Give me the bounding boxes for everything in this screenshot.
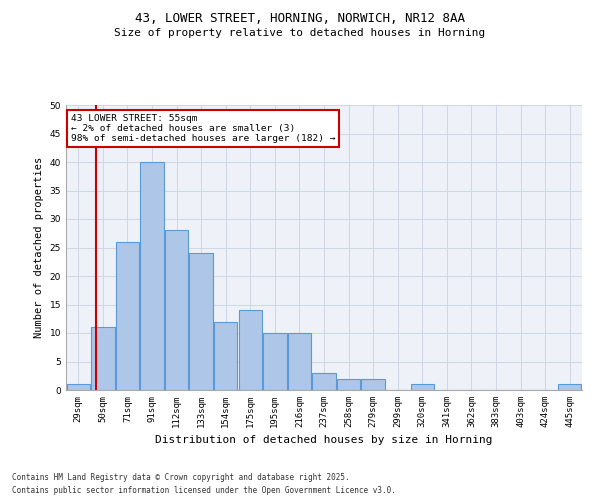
- Text: Contains HM Land Registry data © Crown copyright and database right 2025.: Contains HM Land Registry data © Crown c…: [12, 474, 350, 482]
- X-axis label: Distribution of detached houses by size in Horning: Distribution of detached houses by size …: [155, 436, 493, 446]
- Text: 43, LOWER STREET, HORNING, NORWICH, NR12 8AA: 43, LOWER STREET, HORNING, NORWICH, NR12…: [135, 12, 465, 26]
- Y-axis label: Number of detached properties: Number of detached properties: [34, 157, 44, 338]
- Bar: [67, 384, 90, 390]
- Bar: [558, 384, 581, 390]
- Bar: [91, 328, 115, 390]
- Bar: [313, 373, 335, 390]
- Bar: [165, 230, 188, 390]
- Text: Size of property relative to detached houses in Horning: Size of property relative to detached ho…: [115, 28, 485, 38]
- Bar: [239, 310, 262, 390]
- Bar: [190, 253, 213, 390]
- Bar: [116, 242, 139, 390]
- Bar: [410, 384, 434, 390]
- Bar: [337, 378, 360, 390]
- Bar: [140, 162, 164, 390]
- Bar: [361, 378, 385, 390]
- Bar: [214, 322, 238, 390]
- Bar: [263, 333, 287, 390]
- Text: 43 LOWER STREET: 55sqm
← 2% of detached houses are smaller (3)
98% of semi-detac: 43 LOWER STREET: 55sqm ← 2% of detached …: [71, 114, 335, 144]
- Bar: [288, 333, 311, 390]
- Text: Contains public sector information licensed under the Open Government Licence v3: Contains public sector information licen…: [12, 486, 396, 495]
